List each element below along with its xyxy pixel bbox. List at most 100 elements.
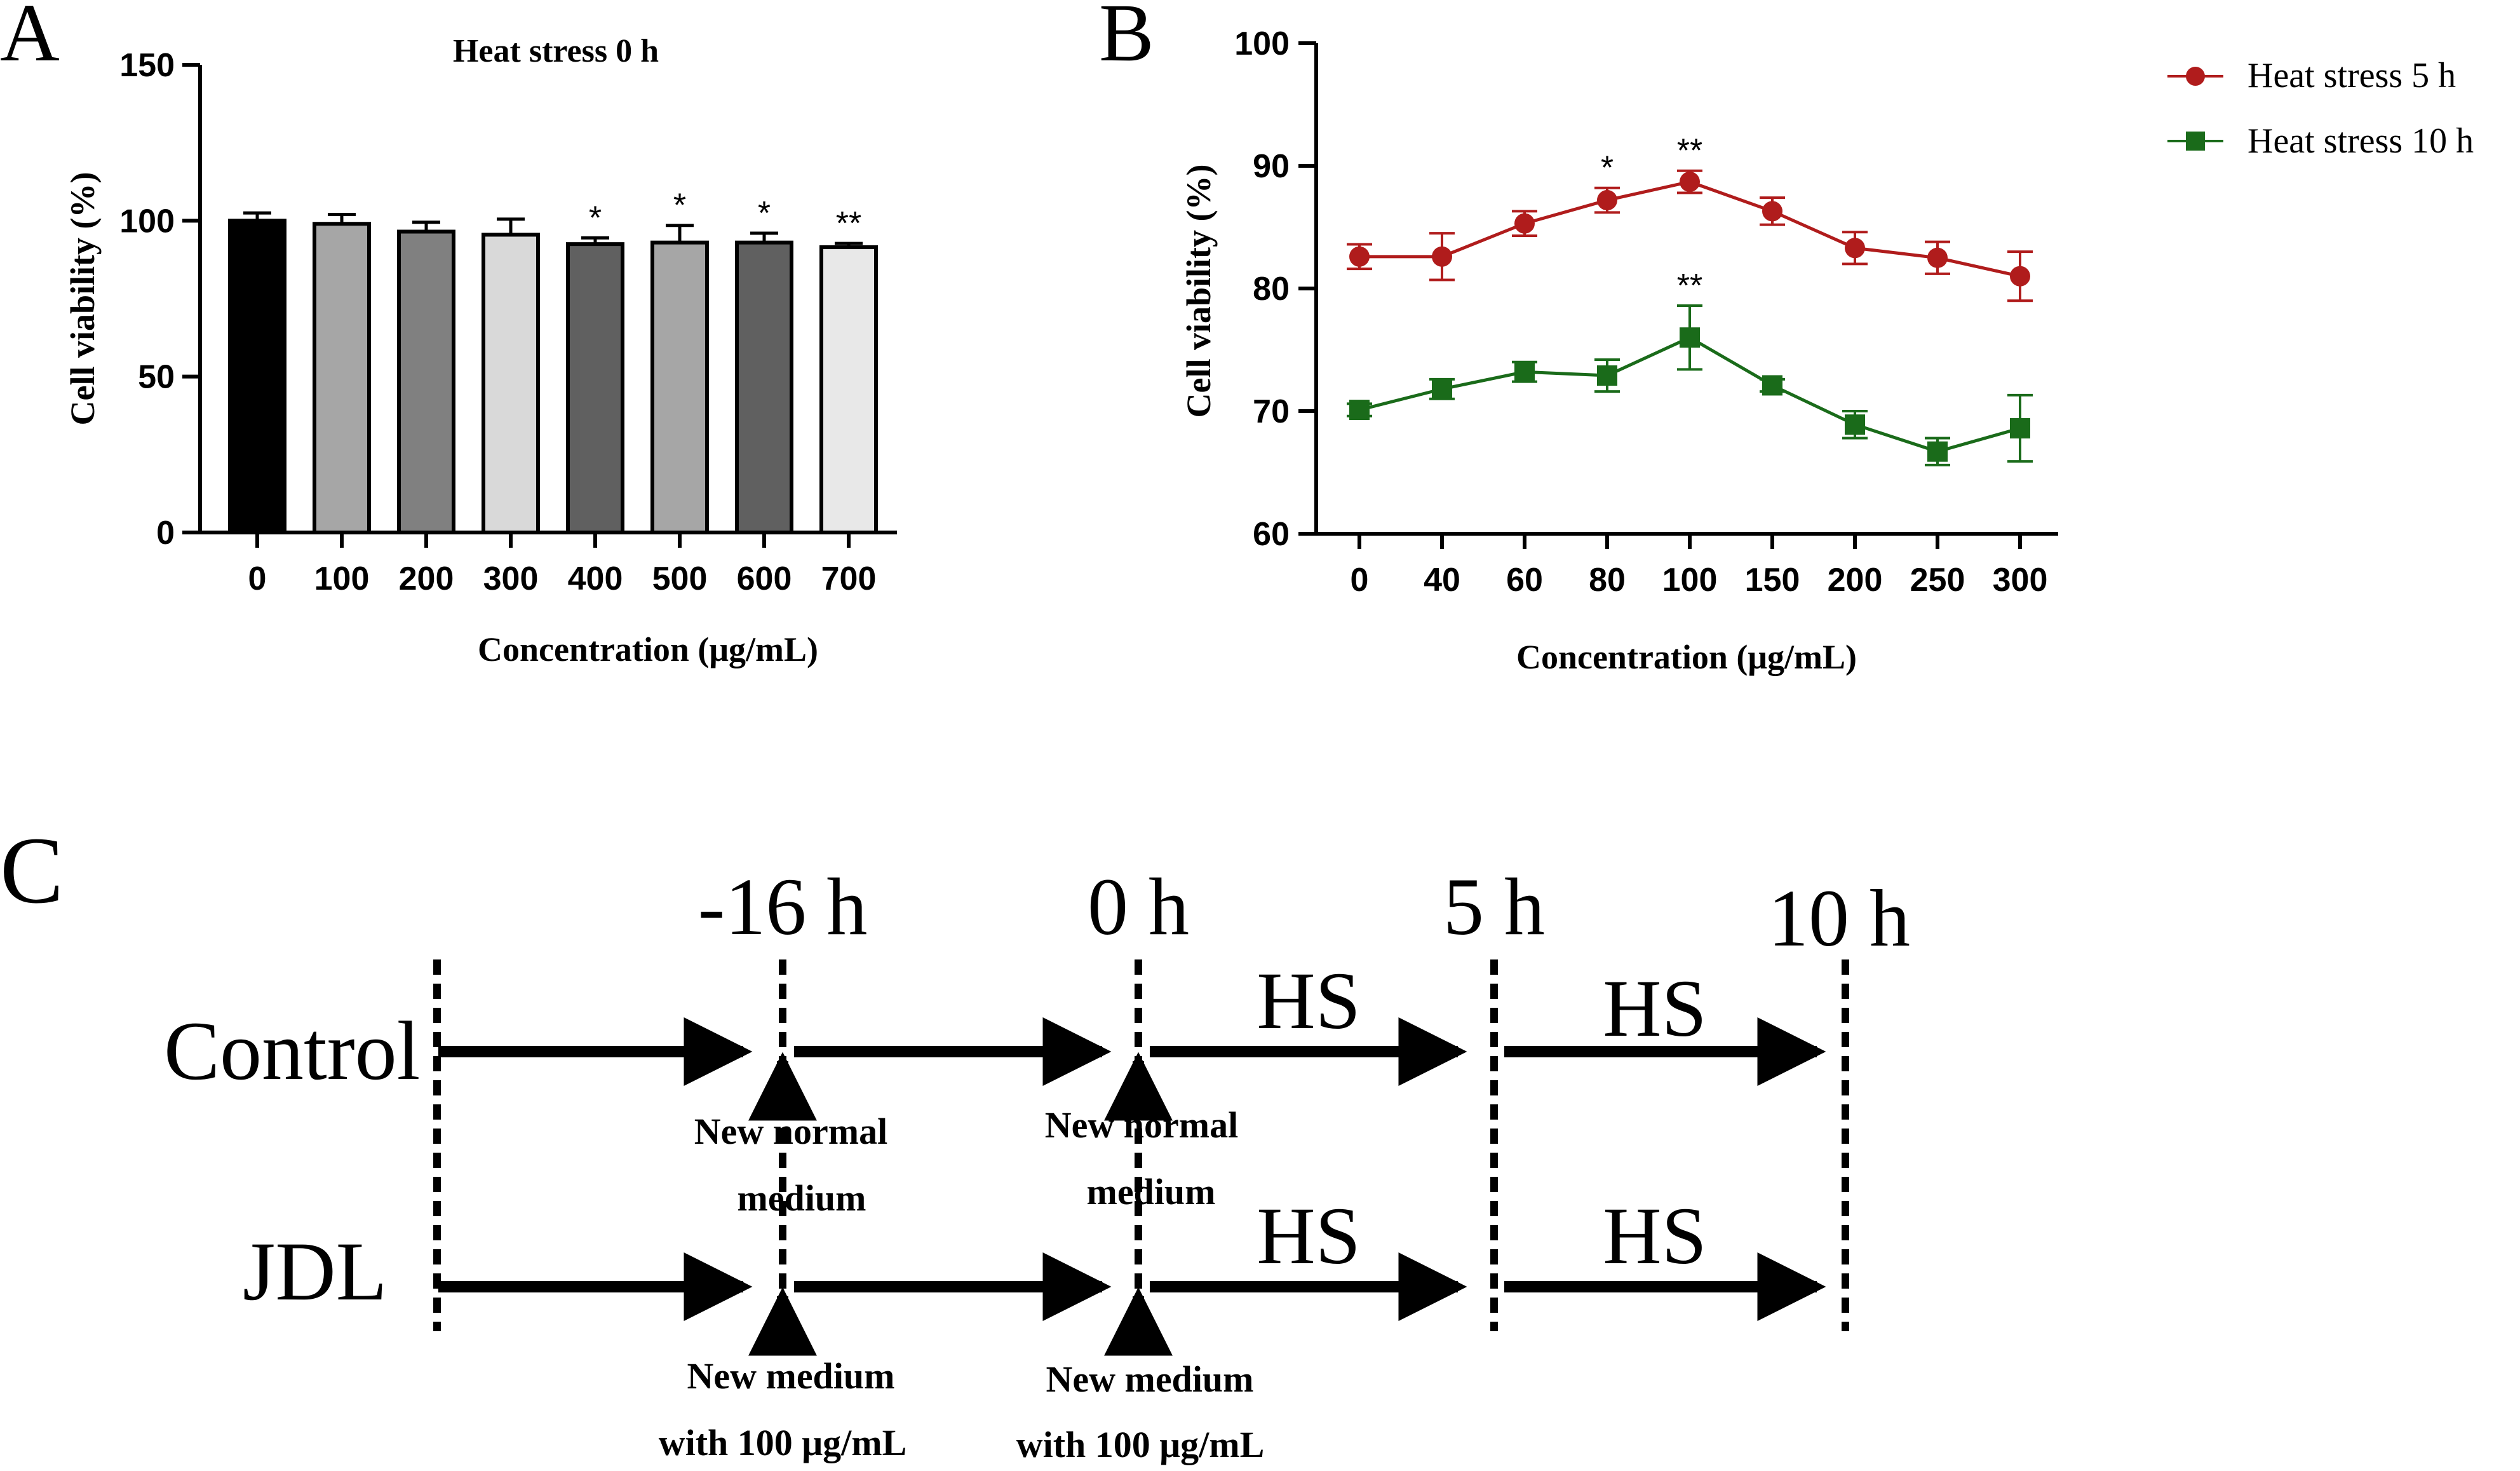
chart-b-x-ticks: 0 40 60 80 100 150 200 250 300	[1351, 534, 2048, 599]
chart-a-x-tick-label: 300	[483, 560, 539, 597]
chart-a-bar-100	[313, 222, 371, 534]
legend-label-10h: Heat stress 10 h	[2247, 121, 2474, 161]
jdl-note-2-line2: with 100 μg/mL	[1016, 1424, 1265, 1465]
hs-label-control-1: HS	[1257, 956, 1361, 1046]
control-note-2-line2: medium	[1087, 1171, 1216, 1212]
chart-a-bar-700	[819, 245, 878, 534]
chart-b-point-10h	[1432, 379, 1452, 400]
chart-a-x-label: Concentration (μg/mL)	[478, 630, 818, 668]
chart-b-point-5h	[1349, 246, 1370, 267]
chart-a-y-ticks: 0 50 100 150	[119, 47, 200, 552]
timepoint-minus16h: -16 h	[698, 862, 868, 952]
chart-b-x-tick-label: 80	[1589, 562, 1626, 599]
chart-b-point-5h	[2010, 266, 2030, 287]
chart-b-point-5h	[1927, 247, 1948, 268]
group-label-jdl: JDL	[243, 1224, 387, 1318]
chart-a-x-tick-label: 0	[248, 560, 267, 597]
chart-a-y-tick-label: 150	[119, 47, 175, 84]
chart-b-x-tick-label: 300	[1993, 562, 2048, 599]
chart-b-x-tick-label: 250	[1910, 562, 1965, 599]
control-note-1-line1: New normal	[694, 1111, 887, 1152]
panel-label-c: C	[0, 818, 64, 923]
chart-b-point-10h	[1762, 375, 1782, 396]
chart-a-significance: **	[836, 205, 861, 242]
jdl-note-1-line1: New medium	[687, 1355, 894, 1397]
chart-a-x-tick-label: 400	[568, 560, 623, 597]
chart-a-y-tick-label: 50	[138, 359, 175, 396]
chart-a-bar-200	[397, 229, 455, 534]
chart-b-point-10h	[1514, 362, 1535, 383]
chart-b-y-tick-label: 70	[1253, 393, 1290, 430]
panel-label-b: B	[1099, 0, 1154, 79]
chart-a-y-tick-label: 100	[119, 203, 175, 240]
chart-a-significance: *	[589, 200, 602, 236]
chart-b-point-5h	[1845, 238, 1865, 259]
chart-b-line-5h	[1359, 180, 2021, 278]
timepoint-0h: 0 h	[1088, 862, 1189, 952]
medium-change-arrows	[748, 1052, 1173, 1356]
control-note-1-line2: medium	[738, 1177, 866, 1219]
chart-b-y-ticks: 60 70 80 90 100	[1234, 25, 1316, 553]
chart-b-x-tick-label: 0	[1351, 562, 1369, 599]
chart-b-y-tick-label: 80	[1253, 271, 1290, 308]
chart-b-x-tick-label: 200	[1828, 562, 1883, 599]
chart-b-point-5h	[1762, 201, 1782, 222]
jdl-note-1-line2: with 100 μg/mL	[659, 1422, 907, 1463]
chart-a-title: Heat stress 0 h	[453, 33, 659, 69]
hs-label-control-2: HS	[1603, 963, 1707, 1054]
hs-label-jdl-2: HS	[1603, 1191, 1707, 1281]
chart-a-x-tick-label: 100	[314, 560, 370, 597]
chart-b-point-5h	[1597, 190, 1617, 211]
chart-b-point-5h	[1680, 172, 1700, 193]
panel-label-a: A	[0, 0, 60, 79]
chart-b-x-tick-label: 60	[1506, 562, 1543, 599]
chart-b-y-tick-label: 100	[1234, 25, 1290, 62]
panel-a: A Heat stress 0 h 0 50 100 150 0 100 200 300 40…	[0, 0, 897, 668]
chart-b-x-tick-label: 100	[1662, 562, 1718, 599]
chart-b-point-5h	[1514, 213, 1535, 234]
chart-a-bars: 0 100 200 300 400 * 500 * 600 * 700 **	[228, 187, 878, 597]
chart-b-legend: Heat stress 5 h Heat stress 10 h	[2167, 56, 2474, 161]
timepoint-5h: 5 h	[1443, 862, 1545, 952]
chart-a-x-tick-label: 500	[652, 560, 708, 597]
chart-a-bar-300	[482, 233, 540, 534]
chart-b-point-10h	[2010, 418, 2030, 439]
chart-a-bar-400	[566, 242, 624, 534]
chart-a-bar-500	[650, 240, 709, 534]
chart-a-x-tick-label: 600	[737, 560, 792, 597]
hs-label-jdl-1: HS	[1257, 1191, 1361, 1281]
chart-b-significance-5h: **	[1677, 133, 1702, 170]
chart-a-significance: *	[673, 187, 686, 224]
timepoint-10h: 10 h	[1768, 873, 1910, 963]
panel-c: C -16 h 0 h 5 h 10 h Control JDL	[0, 818, 1910, 1465]
chart-a-significance: *	[758, 195, 771, 232]
chart-b-x-label: Concentration (μg/mL)	[1516, 638, 1857, 676]
chart-b-series: * ****	[1347, 133, 2033, 466]
chart-b-y-label: Cell viability (%)	[1180, 165, 1218, 418]
legend-marker-10h	[2186, 132, 2205, 151]
legend-label-5h: Heat stress 5 h	[2247, 56, 2456, 95]
chart-a-bar-0	[228, 219, 286, 534]
chart-b-point-10h	[1597, 365, 1617, 386]
timeline-arrows	[438, 1017, 1826, 1321]
timeline-dividers	[433, 959, 1849, 1331]
chart-a-bar-600	[735, 240, 793, 534]
chart-b-point-5h	[1432, 246, 1452, 267]
chart-b-point-10h	[1680, 327, 1700, 348]
chart-a-y-label: Cell viability (%)	[64, 172, 102, 426]
chart-a-x-tick-label: 200	[399, 560, 454, 597]
group-label-control: Control	[164, 1004, 420, 1097]
chart-a-x-tick-label: 700	[821, 560, 877, 597]
chart-b-significance-10h: **	[1677, 268, 1702, 304]
control-note-2-line1: New normal	[1045, 1104, 1238, 1146]
chart-a-y-tick-label: 0	[156, 515, 175, 552]
chart-b-y-tick-label: 90	[1253, 148, 1290, 185]
legend-marker-5h	[2186, 67, 2205, 86]
chart-b-x-tick-label: 150	[1745, 562, 1800, 599]
chart-b-significance-5h: *	[1601, 150, 1614, 187]
jdl-note-2-line1: New medium	[1046, 1359, 1253, 1400]
chart-b-y-tick-label: 60	[1253, 516, 1290, 553]
chart-b-point-10h	[1845, 414, 1865, 435]
chart-b-point-10h	[1927, 441, 1948, 462]
